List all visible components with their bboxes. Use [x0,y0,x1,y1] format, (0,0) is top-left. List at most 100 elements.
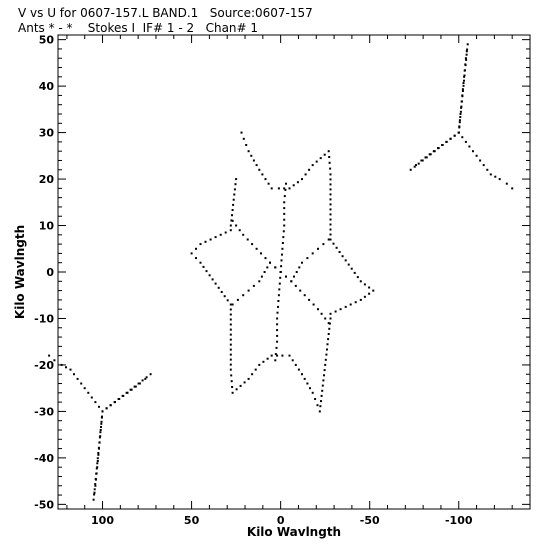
data-point [421,159,424,162]
data-point [323,374,325,377]
data-point [291,359,294,362]
data-point [226,299,229,302]
data-point [297,368,300,371]
data-point [145,376,148,379]
data-point [282,236,285,239]
data-point [280,259,283,262]
data-point [368,292,371,295]
data-point [141,379,144,382]
y-tick-label: 20 [39,173,55,186]
data-point [231,219,234,222]
data-point [459,113,462,115]
data-point [315,160,318,163]
data-point [334,310,337,313]
data-point [242,233,245,236]
plot-frame [57,34,531,510]
chart-subtitle: Ants * - * Stokes I IF# 1 - 2 Chan# 1 [18,21,259,35]
data-point [294,363,297,366]
data-point [263,271,266,273]
x-tick-label: -100 [445,514,473,527]
data-point [326,343,329,346]
data-point [199,261,202,264]
data-point [247,289,250,292]
data-point [347,263,350,266]
data-point [229,348,232,351]
data-point [299,289,302,292]
data-point [277,294,280,297]
data-point [267,182,270,185]
data-point [99,429,102,431]
data-point [230,374,233,377]
data-point [290,280,293,283]
data-point [94,477,97,480]
data-point [283,187,286,190]
data-point [303,294,306,297]
data-point [69,368,72,371]
data-point [505,182,508,185]
data-point [457,131,460,134]
data-point [441,144,444,146]
data-point [233,188,236,191]
data-point [235,178,238,181]
data-point [199,243,202,246]
data-point [460,106,463,109]
data-point [264,178,267,181]
data-point [329,193,332,196]
data-point [231,386,234,388]
y-tick-label: 50 [39,34,55,47]
data-point [460,105,463,108]
data-point [322,243,325,246]
data-point [97,453,100,456]
data-point [269,261,271,264]
data-point [486,168,489,171]
data-point [274,266,277,269]
data-point [328,161,331,164]
data-point [327,238,330,241]
data-point [134,385,137,388]
data-point [95,467,98,470]
data-point [326,348,328,351]
data-point [232,198,235,201]
data-point [96,466,99,469]
data-point [453,134,456,137]
data-point [245,144,248,146]
y-tick-label: 40 [39,80,55,93]
data-point [323,369,326,372]
data-point [489,173,492,176]
data-point [100,426,102,428]
data-point [329,208,332,211]
data-point [349,303,352,306]
data-point [243,381,246,384]
data-point [138,382,141,385]
data-point [277,300,280,302]
data-point [279,276,282,279]
data-point [276,340,279,343]
data-point [283,218,286,221]
y-tick-label: -40 [34,452,54,465]
data-point [250,154,253,157]
data-point [231,391,234,394]
data-point [93,493,96,496]
data-point [320,400,322,403]
data-point [202,265,205,268]
data-point [230,219,233,222]
data-point [329,203,332,206]
data-point [281,354,284,357]
data-point [211,278,214,281]
data-point [281,253,283,256]
data-point [229,229,232,232]
y-axis-label: Kilo Wavlngth [13,225,27,319]
data-point [468,145,471,148]
data-point [311,164,314,167]
data-point [363,295,366,298]
data-point [97,446,100,449]
data-point [93,488,96,491]
data-point [329,167,332,170]
data-point [190,252,193,255]
data-point [276,329,279,332]
data-point [246,238,249,241]
data-point [328,156,331,158]
data-point [231,303,234,306]
data-point [83,387,86,390]
data-point [308,298,311,301]
